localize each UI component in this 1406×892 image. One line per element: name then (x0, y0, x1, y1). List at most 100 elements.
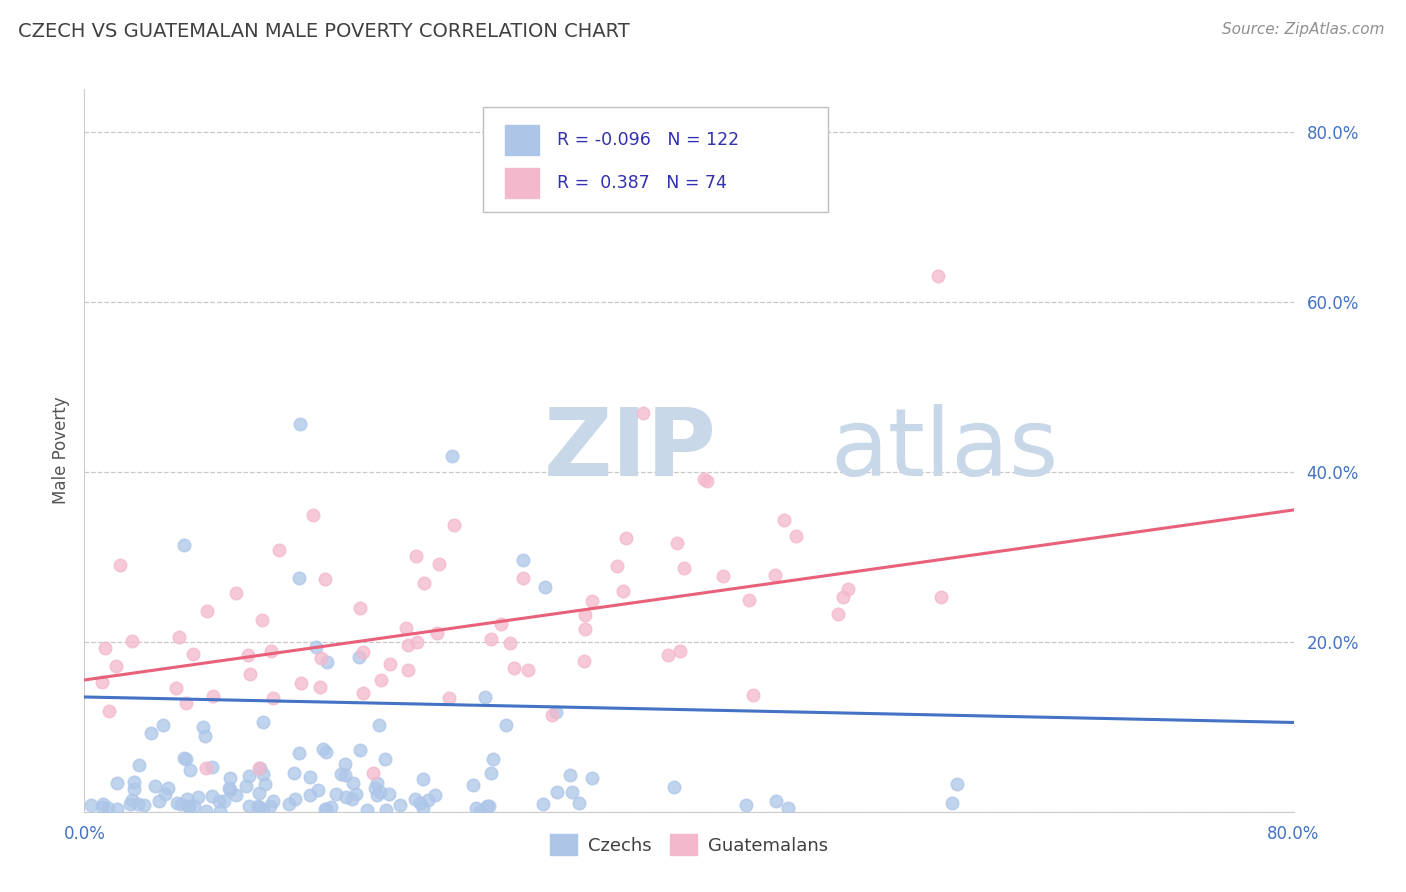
Point (534, 580, 557, 594)
Point (941, 796, 963, 810)
Point (413, 576, 436, 591)
Point (110, 558, 132, 572)
Point (662, 780, 685, 794)
Point (235, 779, 257, 793)
Point (127, 797, 149, 811)
Point (837, 582, 859, 596)
Point (219, 771, 242, 785)
Point (696, 475, 718, 489)
Point (945, 777, 967, 791)
Point (479, 766, 502, 780)
Point (412, 801, 434, 815)
Point (214, 794, 236, 808)
Point (478, 799, 501, 814)
Point (173, 751, 195, 765)
Point (170, 797, 193, 811)
Point (309, 651, 332, 665)
Point (97, 801, 120, 815)
Point (105, 659, 128, 673)
Point (693, 472, 716, 486)
Point (121, 793, 143, 807)
Point (785, 529, 807, 543)
Point (669, 644, 692, 658)
Point (741, 688, 763, 702)
Point (342, 792, 364, 806)
Point (197, 604, 219, 618)
Point (139, 725, 162, 739)
Point (148, 794, 170, 808)
Text: Source: ZipAtlas.com: Source: ZipAtlas.com (1222, 22, 1385, 37)
Point (247, 786, 270, 800)
Text: CZECH VS GUATEMALAN MALE POVERTY CORRELATION CHART: CZECH VS GUATEMALAN MALE POVERTY CORRELA… (18, 22, 630, 41)
Text: ZIP: ZIP (544, 404, 717, 497)
Point (169, 631, 191, 645)
Point (191, 720, 214, 734)
Point (246, 799, 269, 814)
Point (581, 771, 603, 785)
Point (773, 513, 796, 527)
Point (468, 804, 491, 818)
Point (541, 708, 564, 723)
Point (329, 767, 352, 781)
Point (90, 800, 112, 814)
Point (502, 661, 524, 675)
Point (152, 718, 174, 732)
Y-axis label: Male Poverty: Male Poverty (52, 397, 70, 504)
Point (375, 803, 398, 817)
Point (418, 793, 440, 807)
Point (495, 718, 517, 732)
Point (517, 663, 540, 677)
Point (309, 680, 332, 694)
Point (546, 705, 568, 719)
Point (105, 775, 128, 789)
Point (567, 796, 589, 810)
Point (91, 797, 114, 811)
Point (531, 797, 554, 812)
Point (546, 785, 568, 799)
Point (307, 782, 329, 797)
Point (174, 752, 197, 766)
Point (776, 800, 799, 814)
Point (463, 778, 485, 792)
Point (156, 781, 179, 796)
Point (405, 635, 427, 649)
Point (574, 622, 596, 636)
Point (396, 638, 419, 652)
Point (298, 770, 321, 784)
Point (121, 633, 143, 648)
Point (349, 743, 371, 757)
Point (312, 742, 335, 756)
Point (259, 799, 281, 814)
Point (194, 804, 217, 818)
Point (298, 789, 321, 803)
Point (465, 801, 488, 815)
Point (128, 758, 150, 772)
Point (283, 765, 305, 780)
Point (247, 761, 270, 775)
Point (195, 761, 218, 775)
Point (201, 760, 224, 774)
Point (437, 691, 460, 706)
Point (181, 647, 204, 661)
Point (194, 729, 217, 743)
FancyBboxPatch shape (505, 168, 538, 198)
Point (314, 801, 336, 815)
Point (425, 789, 447, 803)
Point (333, 768, 356, 782)
Point (187, 789, 209, 804)
Point (368, 785, 391, 799)
Point (288, 746, 311, 760)
Point (763, 568, 786, 582)
Point (218, 780, 240, 795)
Point (252, 803, 274, 817)
Point (236, 648, 259, 662)
Point (929, 590, 952, 604)
Point (247, 800, 270, 814)
Point (278, 797, 301, 811)
Point (260, 644, 283, 658)
Point (481, 632, 503, 646)
Point (238, 799, 260, 814)
Point (349, 650, 371, 665)
Point (201, 789, 224, 804)
Point (288, 417, 311, 432)
